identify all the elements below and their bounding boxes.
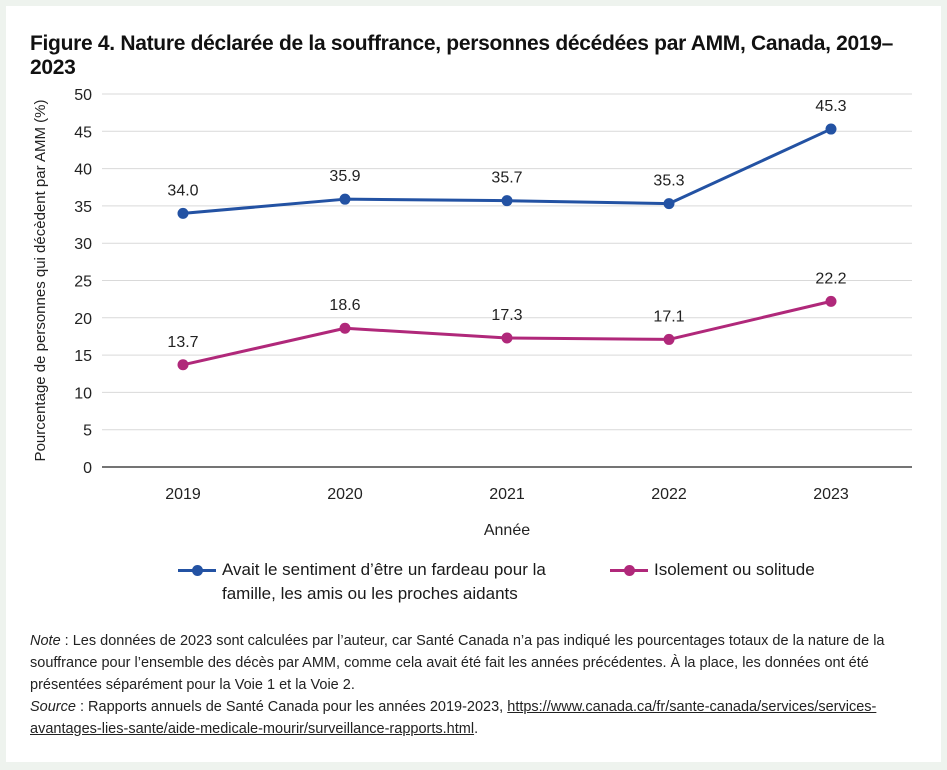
data-point-series-1 bbox=[825, 123, 837, 135]
y-tick-label: 50 bbox=[74, 87, 92, 104]
x-axis-title: Année bbox=[484, 522, 530, 539]
x-tick-label: 2020 bbox=[327, 486, 363, 503]
note-paragraph: Note : Les données de 2023 sont calculée… bbox=[30, 630, 920, 696]
y-tick-label: 40 bbox=[74, 162, 92, 179]
data-point-series-2 bbox=[177, 359, 189, 371]
data-label-series-2: 22.2 bbox=[815, 270, 846, 287]
data-label-series-2: 18.6 bbox=[329, 297, 360, 314]
x-tick-label: 2022 bbox=[651, 486, 687, 503]
legend-item-series-2: Isolement ou solitude bbox=[610, 558, 854, 582]
x-tick-label: 2023 bbox=[813, 486, 849, 503]
data-point-series-2 bbox=[663, 333, 675, 345]
data-label-series-2: 13.7 bbox=[167, 334, 198, 351]
data-label-series-1: 35.7 bbox=[491, 170, 522, 187]
data-point-series-2 bbox=[501, 332, 513, 344]
y-tick-label: 10 bbox=[74, 385, 92, 402]
data-label-series-1: 45.3 bbox=[815, 98, 846, 115]
source-link[interactable]: https://www.canada.ca/fr/sante-canada/se… bbox=[30, 699, 877, 737]
legend-label-series-2: Isolement ou solitude bbox=[654, 560, 815, 579]
y-tick-label: 0 bbox=[83, 460, 92, 477]
y-tick-label: 15 bbox=[74, 348, 92, 365]
legend-label-series-1: Avait le sentiment d’être un fardeau pou… bbox=[222, 560, 546, 603]
data-label-series-2: 17.3 bbox=[491, 307, 522, 324]
legend-item-series-1: Avait le sentiment d’être un fardeau pou… bbox=[178, 558, 552, 606]
data-point-series-1 bbox=[663, 198, 675, 210]
line-chart: 0 5 10 15 20 25 30 35 40 45 50 2019 2020 2021 2022 2023… bbox=[32, 87, 912, 539]
y-tick-label: 35 bbox=[74, 199, 92, 216]
source-paragraph: Source : Rapports annuels de Santé Canad… bbox=[30, 696, 920, 740]
y-tick-label: 20 bbox=[74, 311, 92, 328]
x-tick-label: 2021 bbox=[489, 486, 525, 503]
legend-swatch-series-1 bbox=[178, 558, 216, 582]
data-label-series-1: 35.3 bbox=[653, 173, 684, 190]
notes: Note : Les données de 2023 sont calculée… bbox=[30, 630, 920, 740]
source-end: . bbox=[474, 721, 479, 737]
data-point-series-1 bbox=[339, 193, 351, 205]
x-tick-label: 2019 bbox=[165, 486, 201, 503]
figure-card: 0 5 10 15 20 25 30 35 40 45 50 2019 2020 2021 2022 2023… bbox=[6, 6, 941, 762]
data-label-series-2: 17.1 bbox=[653, 308, 684, 325]
y-axis-title: Pourcentage de personnes qui décèdent pa… bbox=[32, 100, 49, 462]
source-text: : Rapports annuels de Santé Canada pour … bbox=[75, 699, 508, 715]
chart-title: Figure 4. Nature déclarée de la souffran… bbox=[30, 32, 894, 79]
data-point-series-2 bbox=[825, 295, 837, 307]
data-point-series-1 bbox=[177, 207, 189, 219]
note-label: Note bbox=[30, 633, 61, 649]
y-tick-label: 5 bbox=[83, 423, 92, 440]
legend-swatch-series-2 bbox=[610, 558, 648, 582]
data-label-series-1: 34.0 bbox=[167, 182, 198, 199]
source-label: Source bbox=[30, 699, 76, 715]
data-point-series-1 bbox=[501, 195, 513, 207]
y-tick-label: 30 bbox=[74, 236, 92, 253]
y-tick-label: 45 bbox=[74, 124, 92, 141]
note-text: : Les données de 2023 sont calculées par… bbox=[30, 633, 885, 693]
data-point-series-2 bbox=[339, 322, 351, 334]
y-tick-label: 25 bbox=[74, 274, 92, 291]
data-label-series-1: 35.9 bbox=[329, 168, 360, 185]
